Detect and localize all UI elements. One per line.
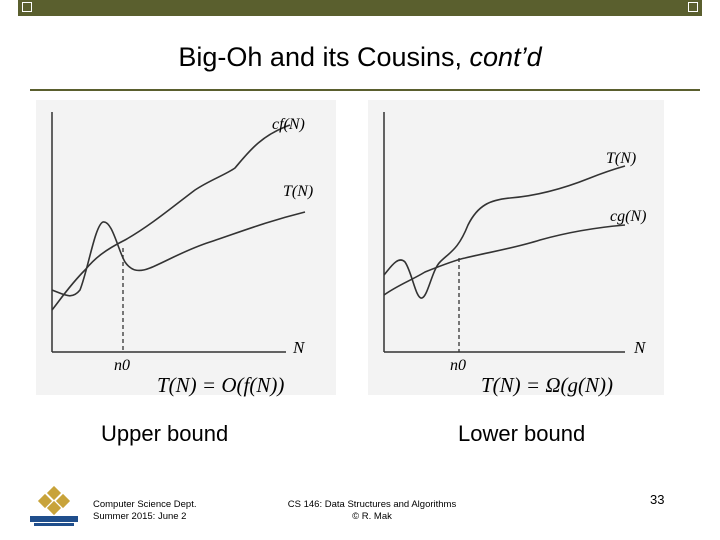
- right-n0-label: n0: [450, 357, 466, 374]
- left-t-label: T(N): [283, 183, 314, 200]
- left-x-axis-label: N: [293, 338, 305, 357]
- title-rule: [30, 89, 700, 91]
- right-cg-label: cg(N): [610, 208, 647, 225]
- footer-dept-line2: Summer 2015: June 2: [93, 511, 187, 522]
- right-graph-background: [368, 100, 664, 395]
- left-corner-square: [22, 2, 32, 12]
- right-x-axis-label: N: [634, 338, 646, 357]
- sjsu-logo: [28, 485, 80, 528]
- left-graph-background: [36, 100, 336, 395]
- left-t-curve: [51, 211, 306, 297]
- right-corner-square: [688, 2, 698, 12]
- page-number: 33: [650, 492, 665, 507]
- left-cf-curve: [51, 124, 291, 311]
- right-cg-curve: [383, 224, 626, 296]
- title-main: Big-Oh and its Cousins,: [178, 42, 470, 72]
- footer-course: CS 146: Data Structures and Algorithms ©…: [272, 499, 472, 523]
- right-formula: T(N) = Ω(g(N)): [481, 373, 614, 397]
- right-t-label: T(N): [606, 150, 637, 167]
- left-cf-label: cf(N): [272, 116, 305, 133]
- lower-bound-caption: Lower bound: [458, 421, 586, 446]
- left-formula: T(N) = O(f(N)): [157, 373, 285, 397]
- footer-dept-line1: Computer Science Dept.: [93, 499, 197, 510]
- top-accent-bar: [18, 0, 702, 16]
- footer-course-line1: CS 146: Data Structures and Algorithms: [287, 499, 457, 510]
- upper-bound-caption: Upper bound: [101, 421, 229, 446]
- footer-course-line2: © R. Mak: [352, 511, 392, 522]
- title-italic: cont’d: [469, 42, 542, 72]
- left-n0-label: n0: [114, 357, 130, 374]
- right-t-curve: [383, 165, 626, 299]
- footer-dept: Computer Science Dept. Summer 2015: June…: [93, 499, 197, 523]
- slide-title: Big-Oh and its Cousins, cont’d: [0, 42, 720, 73]
